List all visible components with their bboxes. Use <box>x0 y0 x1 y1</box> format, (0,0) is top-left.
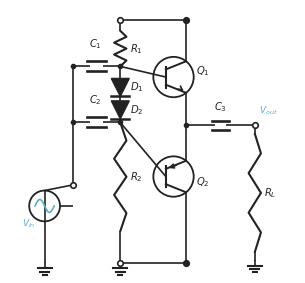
Polygon shape <box>111 78 129 97</box>
Text: $R_1$: $R_1$ <box>130 42 142 55</box>
Polygon shape <box>111 101 129 119</box>
Text: $C_2$: $C_2$ <box>89 93 101 107</box>
Text: $V_{in}$: $V_{in}$ <box>23 217 36 230</box>
Text: $D_1$: $D_1$ <box>130 81 143 94</box>
Text: $D_2$: $D_2$ <box>130 103 143 117</box>
Text: $R_2$: $R_2$ <box>130 170 142 184</box>
Text: $R_L$: $R_L$ <box>264 186 276 200</box>
Text: $Q_2$: $Q_2$ <box>196 175 210 189</box>
Text: $V_{out}$: $V_{out}$ <box>259 104 278 117</box>
Text: $C_1$: $C_1$ <box>89 37 102 51</box>
Text: $C_3$: $C_3$ <box>214 100 227 114</box>
Text: $Q_1$: $Q_1$ <box>196 65 210 78</box>
